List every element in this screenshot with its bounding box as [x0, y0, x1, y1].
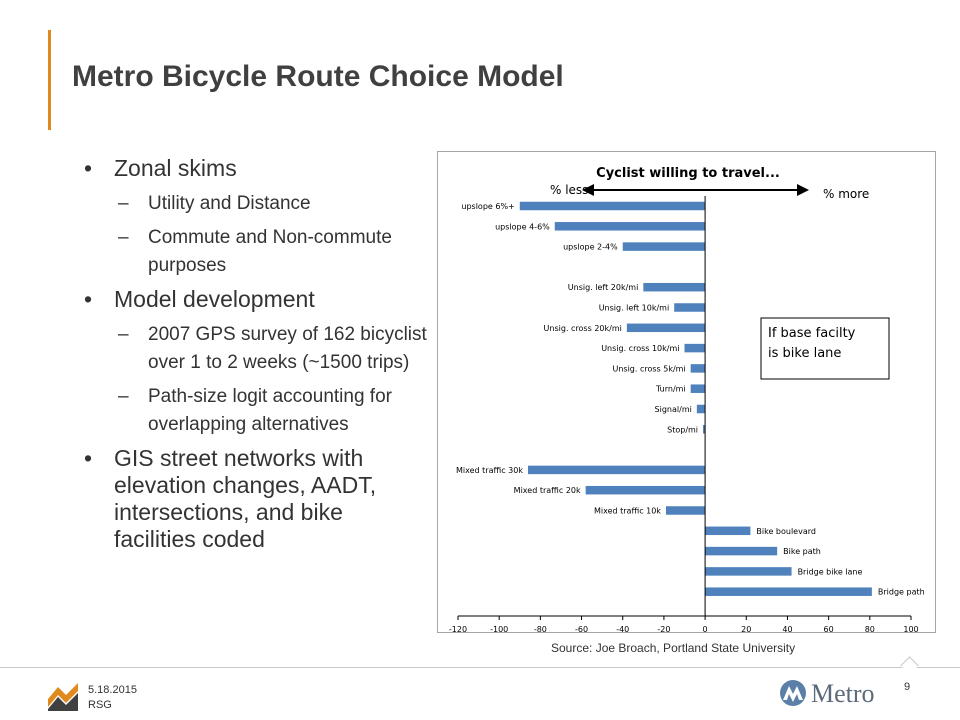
arrow-left-icon	[582, 184, 594, 196]
sub-bullet-text: Commute and Non-commute purposes	[148, 227, 392, 276]
footer-divider	[0, 667, 960, 668]
bar	[665, 506, 706, 515]
category-label: Bridge path	[878, 588, 925, 597]
direction-arrow	[582, 184, 809, 196]
x-tick-label: 80	[865, 625, 875, 632]
annotation-text: If base facilty is bike lane	[768, 326, 856, 361]
annotation-box: If base facilty is bike lane	[760, 317, 890, 380]
x-tick-label: -120	[449, 625, 467, 632]
sub-bullet-item: – Path-size logit accounting for overlap…	[84, 383, 429, 439]
sub-bullet-item: – 2007 GPS survey of 162 bicyclist over …	[84, 321, 429, 377]
category-label: Unsig. cross 5k/mi	[612, 364, 685, 373]
bullet-item: • Zonal skims	[84, 155, 429, 182]
category-label: Mixed traffic 10k	[594, 507, 661, 516]
bar	[622, 242, 706, 251]
bullet-dot-icon: •	[84, 155, 93, 181]
category-label: Mixed traffic 30k	[456, 466, 523, 475]
x-tick-label: -40	[616, 625, 629, 632]
bar	[705, 567, 792, 576]
slide-title: Metro Bicycle Route Choice Model	[72, 60, 564, 93]
bar	[690, 384, 706, 393]
bullet-text: Model development	[114, 286, 315, 312]
bullet-text: GIS street networks with elevation chang…	[114, 445, 377, 552]
dash-icon: –	[118, 193, 129, 214]
annotation-frame	[760, 317, 890, 380]
bar	[705, 546, 778, 556]
x-tick-label: 40	[782, 625, 792, 632]
arrow-left-label: % less	[550, 183, 588, 197]
category-label: Bike boulevard	[756, 527, 816, 536]
category-label: Stop/mi	[667, 425, 698, 434]
footer-date: 5.18.2015	[88, 684, 137, 696]
bullet-item: • GIS street networks with elevation cha…	[84, 445, 429, 553]
bullet-item: • Model development	[84, 286, 429, 313]
sub-bullet-item: – Utility and Distance	[84, 190, 429, 218]
bar	[585, 485, 706, 495]
category-label: Turn/mi	[655, 385, 686, 394]
title-accent-bar	[48, 30, 51, 130]
sub-bullet-text: 2007 GPS survey of 162 bicyclist over 1 …	[148, 324, 427, 373]
x-tick-label: -80	[534, 625, 547, 632]
x-tick-label: -20	[657, 625, 670, 632]
chart-title: Cyclist willing to travel...	[596, 166, 780, 181]
sub-bullet-text: Utility and Distance	[148, 193, 311, 214]
bullet-dot-icon: •	[84, 445, 93, 471]
x-tick-label: 100	[903, 625, 918, 632]
bar	[643, 282, 706, 292]
bar-chart: Cyclist willing to travel... % less % mo…	[449, 166, 925, 632]
category-label: Unsig. cross 20k/mi	[544, 324, 622, 333]
bars-layer	[519, 201, 872, 596]
dash-icon: –	[118, 324, 129, 345]
x-tick-label: 20	[741, 625, 751, 632]
bar	[528, 465, 706, 475]
dash-icon: –	[118, 227, 129, 248]
bullet-list: • Zonal skims – Utility and Distance – C…	[84, 155, 429, 561]
x-tick-label: 0	[703, 625, 708, 632]
category-label: Bridge bike lane	[798, 567, 863, 576]
arrow-right-icon	[797, 184, 809, 196]
bar	[705, 526, 751, 536]
bar	[519, 201, 706, 211]
bullet-dot-icon: •	[84, 286, 93, 312]
arrow-right-label: % more	[823, 187, 869, 201]
dash-icon: –	[118, 386, 129, 407]
chart-frame: Cyclist willing to travel... % less % mo…	[437, 151, 936, 633]
metro-logo-icon	[780, 680, 806, 706]
x-tick-label: -60	[575, 625, 588, 632]
metro-logo-text: Metro	[811, 679, 875, 708]
category-label: Unsig. left 20k/mi	[568, 283, 639, 292]
bar	[690, 364, 706, 373]
x-tick-label: 60	[824, 625, 834, 632]
rsg-logo-icon	[48, 679, 78, 711]
category-label: Unsig. cross 10k/mi	[601, 344, 679, 353]
bullet-text: Zonal skims	[114, 155, 237, 181]
bar	[696, 404, 706, 414]
bar	[554, 222, 706, 231]
sub-bullet-item: – Commute and Non-commute purposes	[84, 224, 429, 280]
bar	[705, 587, 872, 596]
category-label: Bike path	[783, 547, 821, 556]
sub-bullet-text: Path-size logit accounting for overlappi…	[148, 386, 392, 435]
x-tick-label: -100	[490, 625, 508, 632]
bar	[626, 323, 706, 333]
category-label: Unsig. left 10k/mi	[599, 304, 670, 313]
bar	[674, 303, 706, 312]
category-label: upslope 2-4%	[563, 243, 618, 252]
footer-notch	[900, 656, 919, 675]
category-labels-layer: upslope 6%+ upslope 4-6% upslope 2-4% Unsig…	[456, 202, 925, 597]
bar	[703, 425, 706, 434]
category-label: Signal/mi	[655, 405, 692, 414]
source-citation: Source: Joe Broach, Portland State Unive…	[551, 641, 796, 655]
x-axis: -120 -100 -80 -60 -40 -20 0 20 40 60 80 100	[449, 196, 919, 632]
footer-company: RSG	[88, 699, 112, 711]
page-number: 9	[904, 681, 911, 693]
category-label: upslope 6%+	[461, 202, 514, 211]
category-label: upslope 4-6%	[495, 222, 550, 231]
bar	[684, 343, 706, 353]
category-label: Mixed traffic 20k	[514, 486, 581, 495]
